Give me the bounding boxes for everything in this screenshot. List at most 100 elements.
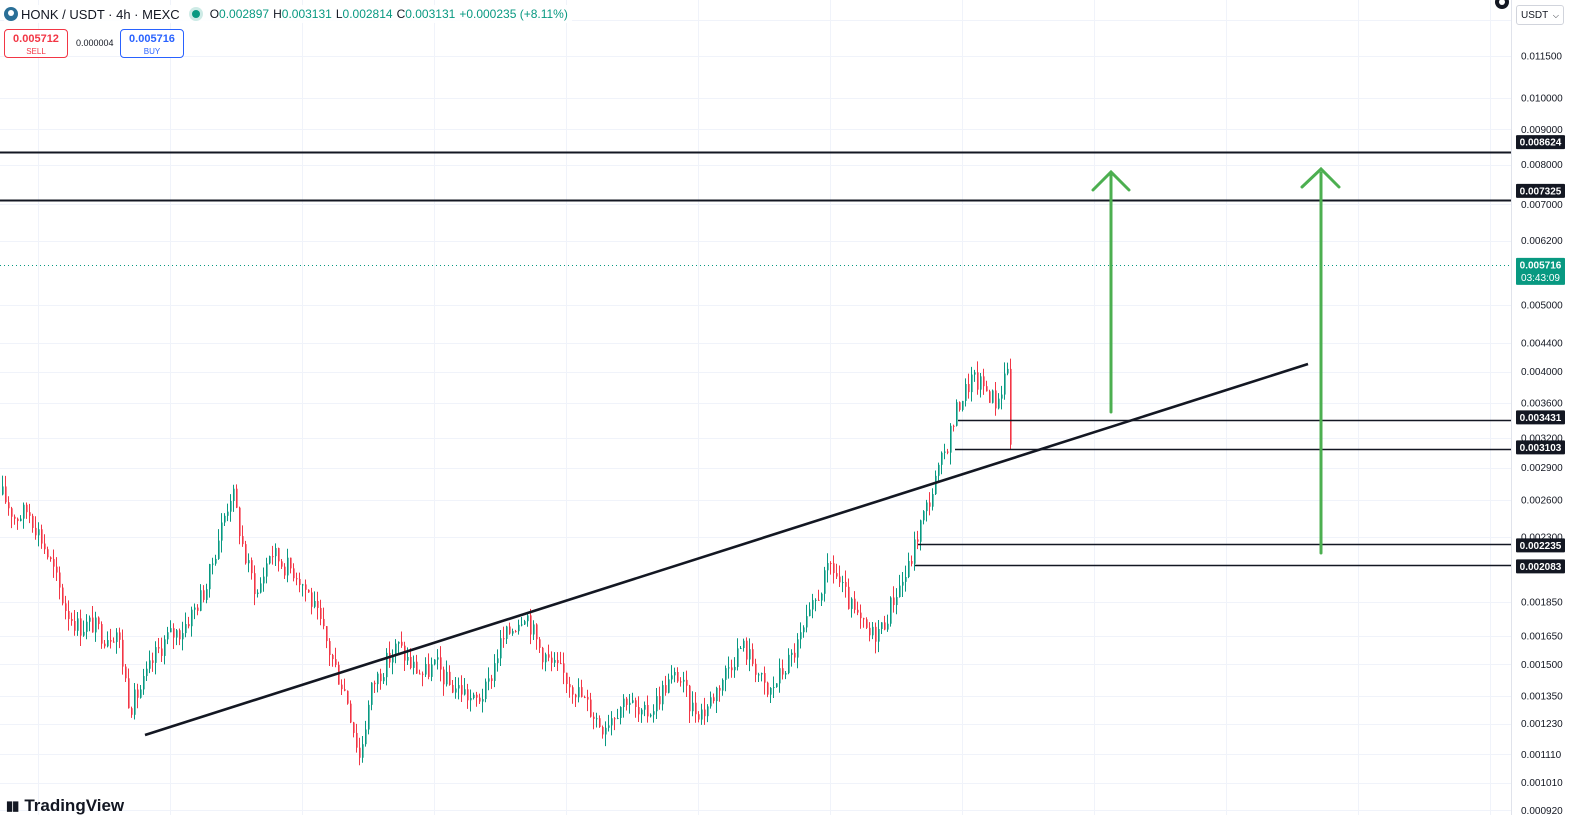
candle [929, 492, 931, 516]
symbol-title[interactable]: HONK / USDT · 4h · MEXC [21, 6, 180, 22]
candle [755, 658, 757, 683]
candle [98, 616, 100, 630]
candle [188, 616, 190, 629]
ohlc-close: C0.003131 [396, 7, 456, 21]
candle [881, 622, 883, 635]
target-arrow-2[interactable] [1300, 166, 1341, 555]
candle [440, 646, 442, 682]
candle [833, 555, 835, 584]
candle [965, 378, 967, 407]
candle [563, 652, 565, 685]
candle [950, 423, 952, 465]
candle [206, 583, 208, 604]
candle [488, 667, 490, 691]
candle [374, 680, 376, 693]
candle [644, 701, 646, 717]
candle [74, 609, 76, 636]
candle [908, 552, 910, 579]
candle [782, 659, 784, 680]
candle [977, 361, 979, 395]
candle [527, 612, 529, 627]
candle [572, 685, 574, 704]
candle [266, 557, 268, 584]
candle [893, 586, 895, 613]
candle [500, 629, 502, 667]
candle [821, 592, 823, 607]
candle [182, 621, 184, 651]
candle [323, 607, 325, 630]
candle [38, 522, 40, 547]
currency-selector[interactable]: USDT ⌵ [1516, 5, 1564, 25]
candle [317, 591, 319, 620]
candle [713, 693, 715, 704]
candle [197, 604, 199, 616]
candle [293, 563, 295, 582]
candle [629, 693, 631, 714]
candle [536, 623, 538, 650]
candle [260, 577, 262, 594]
candle [836, 563, 838, 579]
candle [863, 617, 865, 628]
candle [554, 652, 556, 667]
candle [539, 636, 541, 654]
candle [530, 608, 532, 645]
candle [350, 700, 352, 724]
settings-icon[interactable] [1495, 0, 1509, 9]
candle [353, 721, 355, 738]
candle [842, 575, 844, 593]
trendline[interactable] [144, 362, 1309, 737]
candle [710, 691, 712, 709]
candle [551, 651, 553, 672]
candle [380, 668, 382, 690]
candle [164, 635, 166, 665]
candle [773, 676, 775, 699]
tradingview-logo[interactable]: ▮▮ TradingView [6, 796, 124, 816]
candle [602, 725, 604, 739]
candle [212, 557, 214, 575]
candle [509, 622, 511, 635]
candle [980, 373, 982, 398]
candle [524, 619, 526, 626]
candle [632, 692, 634, 704]
candle [245, 540, 247, 565]
symbol-header: HONK / USDT · 4h · MEXC O0.002897 H0.003… [4, 5, 572, 23]
candle [956, 399, 958, 427]
candle [179, 628, 181, 646]
candle [332, 653, 334, 667]
target-arrow-1[interactable] [1091, 169, 1131, 414]
candle [8, 496, 10, 516]
candle [35, 516, 37, 540]
candle [344, 678, 346, 692]
candle [347, 690, 349, 705]
candle [971, 366, 973, 402]
candle [911, 555, 913, 567]
candle [992, 389, 994, 404]
candle [185, 612, 187, 638]
candle [701, 703, 703, 725]
sell-button[interactable]: 0.005712 SELL [4, 29, 68, 58]
candle [326, 625, 328, 649]
candle [356, 723, 358, 753]
candle [20, 515, 22, 522]
candle [368, 700, 370, 735]
candle [449, 665, 451, 686]
candle [50, 556, 52, 562]
candle [698, 711, 700, 723]
price-axis[interactable] [1511, 0, 1595, 815]
candle [1007, 362, 1009, 376]
candle [638, 696, 640, 722]
candle [818, 589, 820, 601]
currency-label: USDT [1521, 10, 1549, 21]
candle [410, 648, 412, 670]
candle [899, 574, 901, 598]
candle [677, 667, 679, 683]
candle [89, 615, 91, 632]
candle [914, 531, 916, 571]
candle [365, 720, 367, 747]
candle [800, 622, 802, 649]
candle [668, 673, 670, 694]
candle [599, 715, 601, 728]
buy-button[interactable]: 0.005716 BUY [120, 29, 184, 58]
